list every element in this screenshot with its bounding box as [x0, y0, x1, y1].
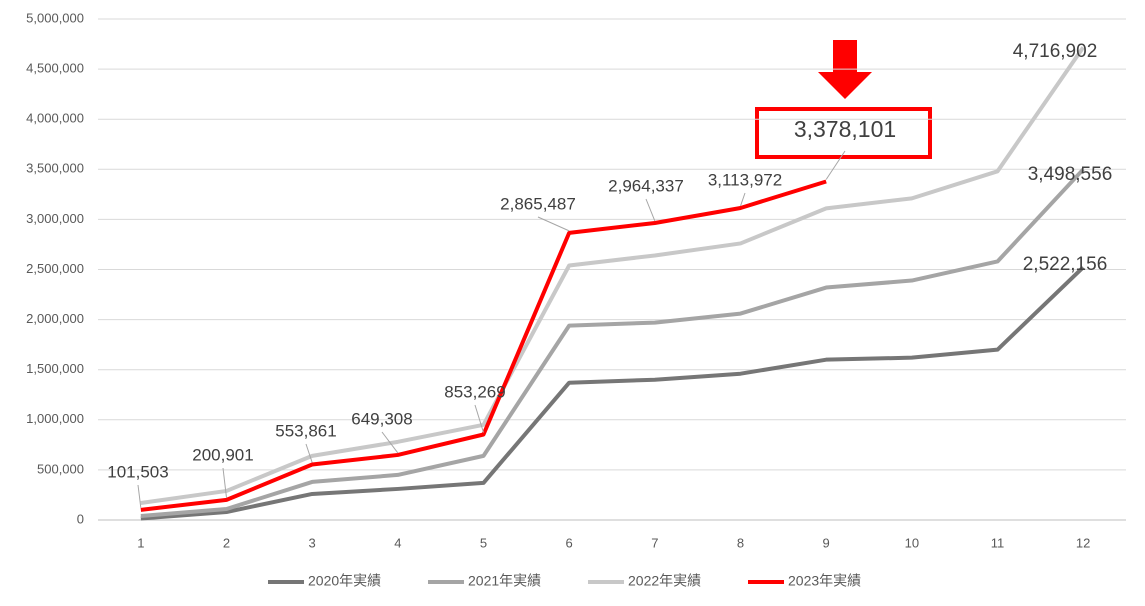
y-tick-label: 3,000,000 — [26, 211, 84, 226]
leader-line — [381, 431, 399, 454]
x-tick-label: 9 — [823, 535, 830, 550]
x-tick-label: 6 — [566, 535, 573, 550]
leader-line — [305, 443, 313, 463]
y-tick-label: 4,500,000 — [26, 61, 84, 76]
y-tick-label: 2,500,000 — [26, 261, 84, 276]
series-line — [140, 46, 1085, 505]
series-line — [140, 265, 1085, 521]
x-tick-label: 5 — [480, 535, 487, 550]
x-tick-label: 1 — [137, 535, 144, 550]
y-tick-label: 1,000,000 — [26, 411, 84, 426]
leader-line — [137, 484, 142, 508]
y-tick-label: 0 — [77, 511, 84, 526]
data-label: 3,378,101 — [794, 116, 896, 142]
data-label: 4,716,902 — [1013, 41, 1098, 62]
data-label: 2,964,337 — [608, 176, 684, 195]
data-label: 2,522,156 — [1023, 254, 1108, 275]
data-label: 853,269 — [444, 382, 505, 401]
x-tick-label: 10 — [905, 535, 919, 550]
leader-line — [740, 192, 746, 207]
highlight-box — [755, 107, 932, 159]
y-tick-label: 500,000 — [37, 461, 84, 476]
y-tick-label: 3,500,000 — [26, 161, 84, 176]
data-label: 3,498,556 — [1028, 164, 1113, 185]
x-tick-label: 4 — [394, 535, 401, 550]
legend-label: 2022年実績 — [628, 573, 701, 589]
data-label: 2,865,487 — [500, 194, 576, 213]
legend-label: 2020年実績 — [308, 573, 381, 589]
leader-line — [645, 198, 656, 222]
y-tick-label: 1,500,000 — [26, 361, 84, 376]
legend-label: 2023年実績 — [788, 573, 861, 589]
x-tick-label: 2 — [223, 535, 230, 550]
leader-line — [474, 404, 484, 433]
legend-label: 2021年実績 — [468, 573, 541, 589]
x-tick-label: 3 — [309, 535, 316, 550]
leader-line — [825, 150, 846, 180]
data-label: 553,861 — [275, 421, 336, 440]
data-label: 3,113,972 — [708, 170, 782, 189]
x-tick-label: 12 — [1076, 535, 1090, 550]
y-tick-label: 2,000,000 — [26, 311, 84, 326]
data-label: 200,901 — [192, 445, 253, 464]
series-line — [140, 179, 827, 512]
data-label: 649,308 — [351, 409, 412, 428]
x-tick-label: 11 — [991, 535, 1005, 550]
x-tick-label: 8 — [737, 535, 744, 550]
data-label: 101,503 — [107, 462, 168, 481]
y-tick-label: 5,000,000 — [26, 10, 84, 25]
y-tick-label: 4,000,000 — [26, 111, 84, 126]
leader-line — [222, 467, 227, 498]
leader-line — [537, 216, 570, 232]
x-tick-label: 7 — [651, 535, 658, 550]
series-line — [140, 168, 1085, 518]
